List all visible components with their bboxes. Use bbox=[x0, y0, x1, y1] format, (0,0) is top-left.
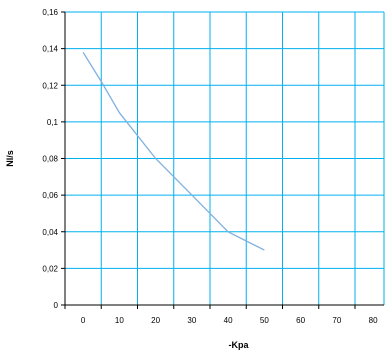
grid bbox=[65, 11, 385, 305]
y-tick-label: 0,14 bbox=[42, 45, 58, 54]
x-axis-title: -Kpa bbox=[229, 340, 250, 350]
x-tick-label: 20 bbox=[151, 316, 160, 325]
x-tick-label: 50 bbox=[260, 316, 269, 325]
y-tick-label: 0,12 bbox=[42, 81, 58, 90]
y-tick-label: 0,02 bbox=[42, 264, 58, 273]
y-tick-label: 0,06 bbox=[42, 191, 58, 200]
y-tick-label: 0 bbox=[54, 301, 59, 310]
y-tick-label: 0,08 bbox=[42, 155, 58, 164]
y-tick-label: 0,04 bbox=[42, 228, 58, 237]
x-tick-label: 60 bbox=[296, 316, 305, 325]
x-tick-label: 70 bbox=[332, 316, 341, 325]
x-tick-label: 80 bbox=[369, 316, 378, 325]
x-tick-label: 40 bbox=[224, 316, 233, 325]
y-tick-label: 0,16 bbox=[42, 8, 58, 17]
y-tick-label: 0,1 bbox=[47, 118, 59, 127]
axes bbox=[61, 11, 384, 309]
series-line bbox=[82, 51, 265, 251]
tick-labels: 0 0,02 0,04 0,06 0,08 0,1 0,12 0,14 0,16 0 10 20 30 4… bbox=[42, 8, 378, 325]
series bbox=[82, 51, 265, 251]
x-tick-label: 0 bbox=[81, 316, 86, 325]
x-tick-label: 10 bbox=[115, 316, 124, 325]
y-axis-title: Nl/s bbox=[5, 150, 15, 167]
x-tick-label: 30 bbox=[187, 316, 196, 325]
